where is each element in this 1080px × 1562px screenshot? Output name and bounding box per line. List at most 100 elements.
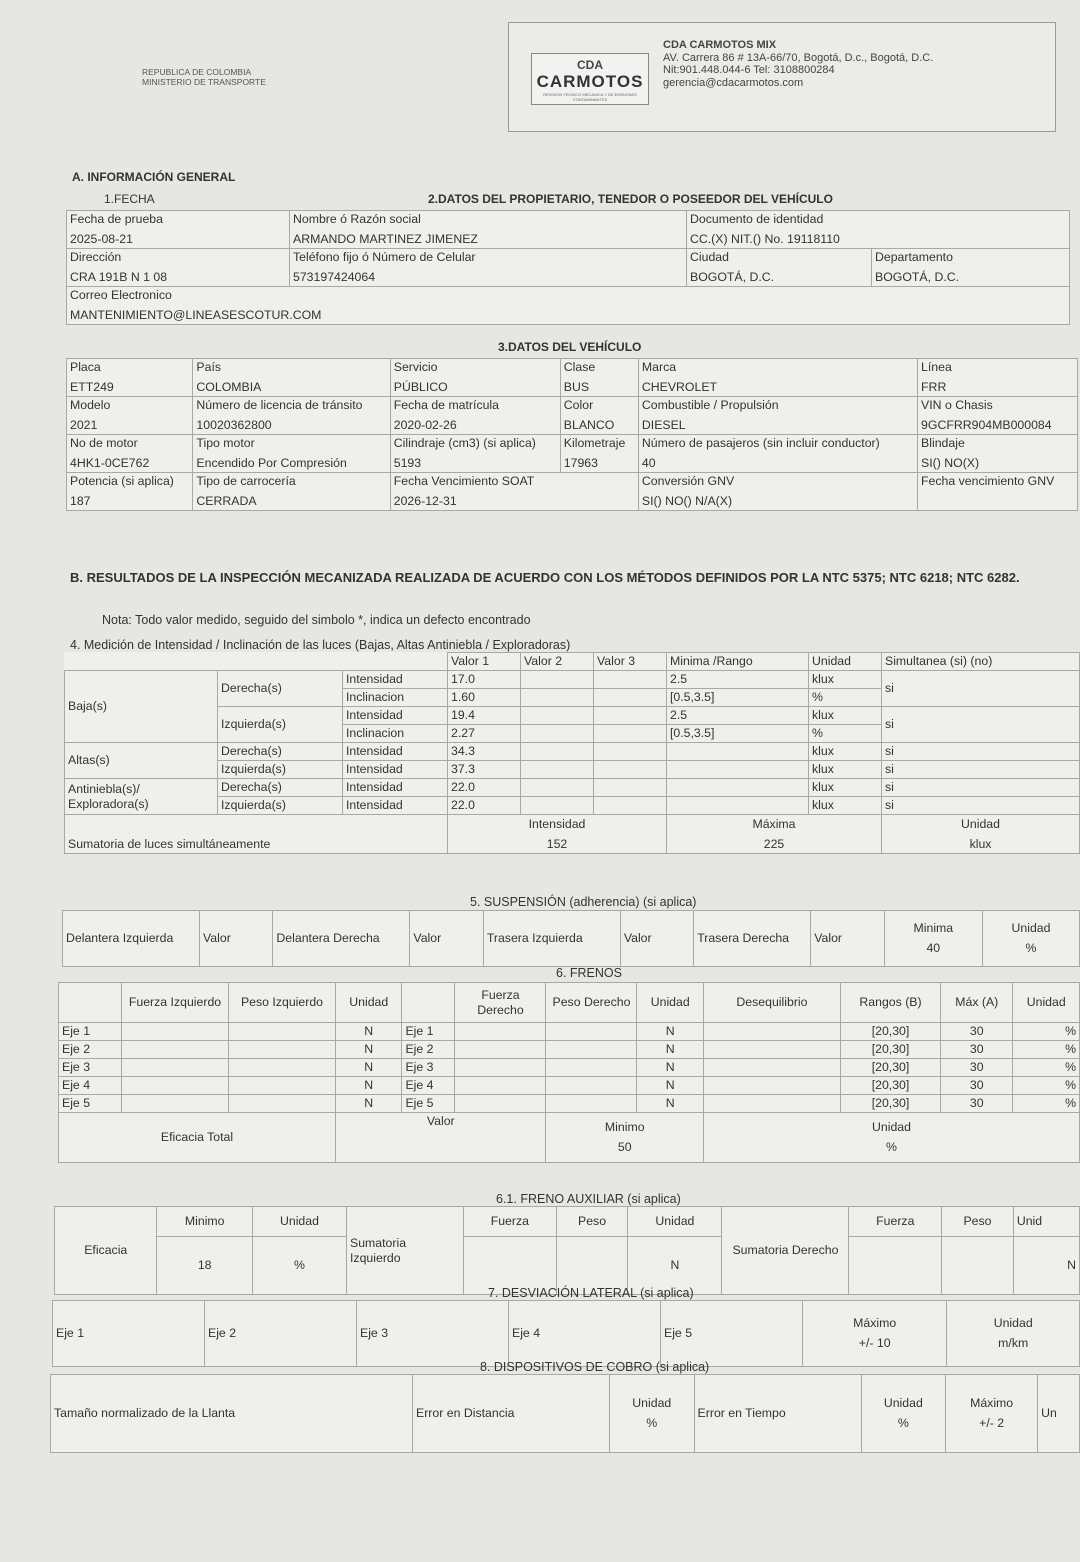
table-cell: Unidad klux (881, 814, 1080, 854)
table-cell: Fuerza (848, 1206, 943, 1237)
table-row: Fuerza Izquierdo Peso Izquierdo Unidad Fuer… (58, 982, 1080, 1023)
cell-text: Unidad (961, 816, 1000, 831)
cell-text: CRA 191B N 1 08 (70, 270, 168, 284)
cell-text: Fecha Vencimiento SOAT (393, 474, 535, 488)
table-cell: % (1012, 1094, 1080, 1113)
table-cell: % (808, 724, 882, 743)
vehicle-field: Combustible / Propulsión DIESEL (637, 396, 919, 435)
cell-text: Minimo (604, 1120, 645, 1134)
table-cell: Error en Tiempo (693, 1374, 862, 1453)
cell-text: klux (969, 836, 992, 851)
table-row: Eje 4 N Eje 4 N [20,30] 30% (58, 1076, 1080, 1095)
table-cell: Intensidad (342, 796, 448, 815)
cell-text: Fecha vencimiento GNV (921, 474, 1055, 488)
cell-text: 50 (617, 1140, 632, 1154)
table-cell (463, 1236, 557, 1295)
table-cell: Rangos (B) (839, 982, 942, 1023)
table-cell: [0.5,3.5] (666, 724, 809, 743)
table-cell (545, 1094, 638, 1113)
cell-text: Fecha de matrícula (393, 398, 500, 412)
table-cell: Baja(s) (64, 670, 218, 743)
table-cell: Valor 1 (447, 652, 521, 671)
table-row: Inclinacion 1.60 [0.5,3.5]% (65, 688, 1080, 707)
table-cell (666, 742, 809, 761)
vehicle-row: Potencia (si aplica) 187 Tipo de carrocerí… (65, 472, 1078, 511)
cell-text: Unidad (883, 1396, 923, 1410)
company-nit: Nit:901.448.044-6 Tel: 3108800284 (663, 64, 835, 76)
table-cell (121, 1040, 229, 1059)
table-cell (64, 652, 448, 671)
company-logo: CDA CARMOTOS REVISION TECNICO MECANICA Y… (531, 53, 649, 105)
table-cell: 22.0 (447, 796, 521, 815)
table-cell: N (636, 1076, 704, 1095)
table-cell: Inclinacion (342, 688, 448, 707)
table-cell: 30 (940, 1058, 1014, 1077)
cell-text: Unidad (632, 1396, 672, 1410)
cell-text: Servicio (393, 360, 438, 374)
owner-title: 2.DATOS DEL PROPIETARIO, TENEDOR O POSEE… (428, 192, 833, 206)
table-cell: Eje 5 (58, 1094, 122, 1113)
cell-text: Documento de identidad (690, 212, 824, 226)
table-cell (702, 1022, 841, 1041)
table-cell: 30 (940, 1022, 1014, 1041)
vehicle-field: Tipo motor Encendido Por Compresión (192, 434, 391, 473)
cell-text: 40 (926, 941, 941, 955)
table-cell: Error en Distancia (412, 1374, 610, 1453)
table-cell: Máxima 225 (666, 814, 882, 854)
table-cell: 2.27 (447, 724, 521, 743)
cell-text: 4HK1-0CE762 (70, 456, 150, 470)
vehicle-title: 3.DATOS DEL VEHÍCULO (498, 340, 642, 354)
table-cell: Eje 3 (356, 1300, 509, 1367)
table-cell (121, 1022, 229, 1041)
table-cell (702, 1040, 841, 1059)
table-cell: 1.60 (447, 688, 521, 707)
table-cell: Izquierda(s) (217, 796, 343, 815)
cell-text: Máximo (853, 1316, 897, 1330)
vehicle-field: Kilometraje 17963 (559, 434, 639, 473)
table-cell: Intensidad (342, 778, 448, 797)
cell-text: Máximo (970, 1396, 1014, 1410)
table-cell: Fuerza Derecho (454, 982, 547, 1023)
table-cell: Minimo 50 (545, 1112, 704, 1163)
table-cell (121, 1094, 229, 1113)
cell-text: Correo Electronico (70, 288, 172, 302)
table-cell: Máx (A) (940, 982, 1014, 1023)
table-cell: Nombre ó Razón social ARMANDO MARTINEZ JI… (289, 210, 687, 249)
table-cell: Unidad m/km (946, 1300, 1080, 1367)
vehicle-field: Color BLANCO (559, 396, 639, 435)
cell-text: Placa (70, 360, 101, 374)
vehicle-table: Placa ETT249 País COLOMBIA Servicio PÚBLICO Cl… (65, 358, 1078, 511)
table-cell: Intensidad (342, 670, 448, 689)
table-cell: N (636, 1040, 704, 1059)
cell-text: +/- 10 (858, 1336, 891, 1350)
cell-text: Tipo de carrocería (196, 474, 296, 488)
company-email: gerencia@cdacarmotos.com (663, 76, 804, 89)
table-cell: si (881, 760, 1080, 779)
company-header: CDA CARMOTOS REVISION TECNICO MECANICA Y… (508, 22, 1056, 132)
table-cell (545, 1058, 638, 1077)
table-cell (58, 982, 122, 1023)
table-cell: N (627, 1236, 723, 1295)
cell-text: SI() NO() N/A(X) (641, 494, 733, 508)
table-cell: Altas(s) (64, 742, 218, 779)
table-cell (545, 1040, 638, 1059)
table-cell (666, 778, 809, 797)
table-cell: Valor (198, 910, 274, 967)
brakes-table: Fuerza Izquierdo Peso Izquierdo Unidad Fuer… (58, 982, 1080, 1163)
table-cell: Desequilibrio (702, 982, 841, 1023)
table-cell: Sumatoria de luces simultáneamente (64, 814, 448, 854)
table-cell: N (636, 1022, 704, 1041)
cell-text: BLANCO (563, 418, 615, 432)
cell-text: BOGOTÁ, D.C. (690, 270, 775, 284)
table-cell: % (1012, 1040, 1080, 1059)
table-cell: % (251, 1236, 348, 1295)
cell-text: 2025-08-21 (70, 232, 133, 246)
cell-text: Fecha de prueba (70, 212, 163, 226)
table-cell: Unidad (251, 1206, 348, 1237)
table-cell: klux (808, 670, 882, 689)
table-cell: Departamento BOGOTÁ, D.C. (871, 248, 1070, 287)
table-cell: klux (808, 796, 882, 815)
table-cell: Derecha(s) (217, 742, 343, 761)
table-cell: Unidad% (702, 1112, 1080, 1163)
table-cell: [20,30] (839, 1040, 942, 1059)
